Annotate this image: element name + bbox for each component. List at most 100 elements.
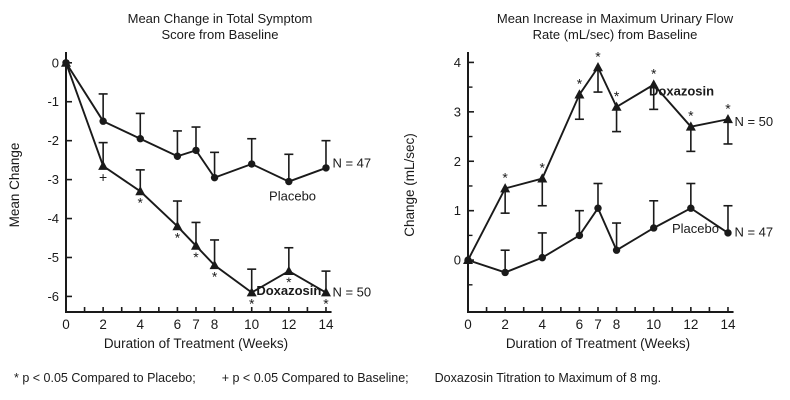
y-tick-label: -3 [47, 172, 59, 187]
x-tick-label: 2 [501, 317, 509, 332]
chart-title: Mean Change in Total Symptom Score from … [127, 11, 313, 43]
triangle-marker [61, 57, 71, 67]
significance-marker: * [138, 194, 144, 210]
triangle-marker [500, 183, 511, 193]
y-tick-label: 3 [454, 104, 461, 119]
y-tick-label: -6 [47, 289, 59, 304]
placebo-series [62, 59, 331, 186]
footnote: * p < 0.05 Compared to Placebo; + p < 0.… [14, 371, 790, 385]
significance-marker: * [725, 100, 731, 116]
significance-marker: * [688, 108, 694, 124]
circle-marker [612, 246, 621, 254]
triangle-marker [135, 185, 146, 196]
triangle-marker [722, 113, 733, 124]
circle-marker [650, 224, 658, 232]
x-tick-label: 4 [539, 317, 547, 332]
y-tick-label: -5 [47, 250, 59, 265]
y-tick-label: -1 [47, 94, 59, 109]
triangle-marker [537, 173, 548, 183]
circle-marker [464, 256, 472, 264]
y-tick-label: 1 [454, 203, 461, 218]
x-tick-label: 0 [62, 317, 70, 332]
circle-marker [501, 268, 509, 277]
triangle-marker [190, 240, 201, 250]
x-tick-label: 7 [594, 317, 602, 332]
series-label: Doxazosin [256, 283, 321, 298]
triangle-marker [592, 62, 603, 72]
series-label: N = 50 [734, 114, 773, 129]
x-tick-label: 14 [318, 317, 334, 332]
circle-marker [136, 135, 144, 143]
triangle-marker [685, 121, 696, 131]
x-tick-label: 12 [281, 317, 296, 332]
footnote-titration: Doxazosin Titration to Maximum of 8 mg. [434, 371, 662, 385]
triangle-marker [320, 287, 331, 297]
series-label: Placebo [672, 221, 719, 236]
symptom-score-chart: Mean Change in Total Symptom Score from … [0, 0, 395, 366]
circle-marker [99, 117, 107, 125]
significance-marker: * [577, 76, 583, 92]
significance-marker: * [286, 274, 292, 290]
y-tick-label: 0 [52, 55, 59, 70]
triangle-marker [209, 259, 220, 270]
significance-marker: * [651, 66, 657, 82]
x-tick-label: 10 [244, 317, 259, 332]
x-tick-label: 8 [613, 317, 621, 332]
circle-marker [285, 177, 293, 186]
circle-marker [724, 229, 732, 237]
x-tick-label: 8 [211, 317, 219, 332]
circle-marker [210, 173, 219, 182]
y-tick-label: 0 [454, 253, 461, 268]
series-label: N = 47 [332, 155, 371, 170]
significance-marker: * [502, 169, 508, 185]
significance-marker: * [323, 296, 329, 312]
significance-marker: + [99, 169, 107, 185]
y-axis-label: Change (mL/sec) [402, 133, 417, 237]
circle-marker [575, 231, 584, 240]
circle-marker [538, 253, 546, 262]
figure-panel: Mean Change in Total Symptom Score from … [0, 0, 790, 366]
x-tick-label: 10 [646, 317, 661, 332]
significance-marker: * [595, 48, 601, 64]
x-tick-label: 6 [576, 317, 584, 332]
triangle-marker [283, 265, 294, 276]
series-label: N = 50 [332, 285, 371, 300]
significance-marker: * [175, 229, 181, 245]
y-tick-label: -2 [47, 133, 59, 148]
significance-marker: * [249, 296, 255, 312]
series-label: Placebo [269, 189, 316, 204]
placebo-series [464, 182, 733, 277]
y-axis-label: Mean Change [7, 143, 22, 228]
footnote-baseline-significance: + p < 0.05 Compared to Baseline; [221, 371, 409, 385]
triangle-marker [246, 287, 257, 297]
significance-marker: * [540, 160, 546, 176]
y-tick-label: 4 [454, 55, 461, 70]
significance-marker: * [193, 249, 199, 265]
circle-marker [594, 204, 602, 212]
x-axis-label: Duration of Treatment (Weeks) [104, 336, 288, 351]
chart-title: Mean Increase in Maximum Urinary Flow Ra… [496, 11, 734, 43]
x-axis-label: Duration of Treatment (Weeks) [506, 336, 690, 351]
triangle-marker [611, 101, 622, 111]
urinary-flow-chart: Mean Increase in Maximum Urinary Flow Ra… [395, 0, 790, 366]
circle-marker [687, 204, 695, 212]
circle-marker [248, 160, 256, 168]
y-tick-label: 2 [454, 154, 461, 169]
significance-marker: * [614, 88, 620, 104]
series-label: N = 47 [734, 224, 773, 239]
doxazosin-series: + * * * * * * * [61, 57, 331, 312]
x-tick-label: 12 [683, 317, 698, 332]
series-label: Doxazosin [649, 84, 714, 99]
x-tick-label: 0 [464, 317, 472, 332]
circle-marker [173, 152, 182, 160]
y-tick-label: -4 [47, 211, 59, 226]
circle-marker [192, 146, 200, 155]
x-tick-label: 4 [137, 317, 145, 332]
x-tick-label: 7 [192, 317, 200, 332]
triangle-marker [172, 221, 183, 231]
triangle-marker [98, 160, 109, 170]
significance-marker: * [212, 268, 218, 284]
x-tick-label: 6 [174, 317, 182, 332]
